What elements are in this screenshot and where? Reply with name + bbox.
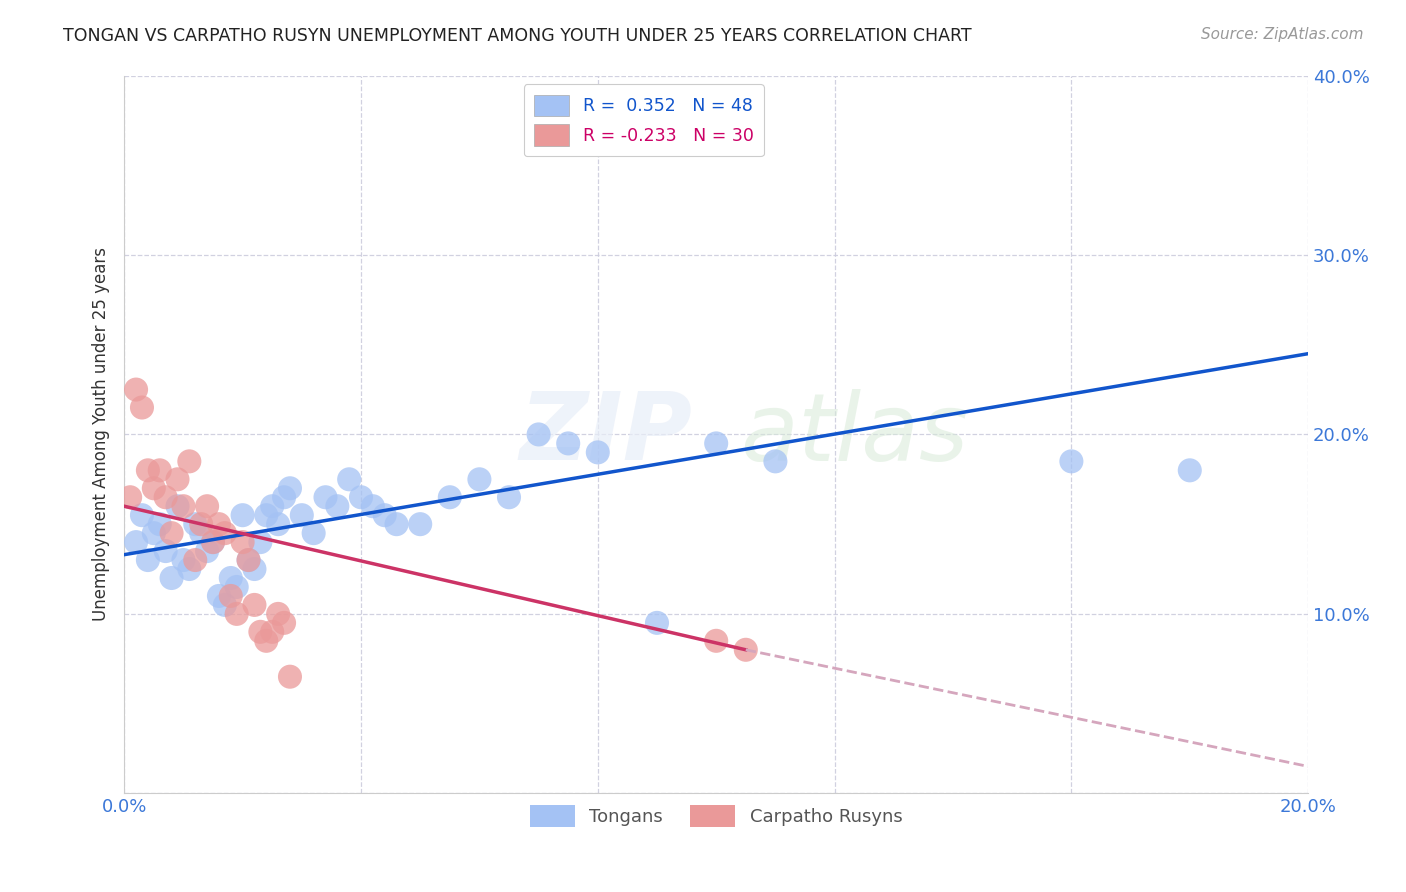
Point [498, 490, 520, 504]
Point [267, 607, 290, 621]
Point [136, 553, 159, 567]
Point [439, 490, 461, 504]
Point [278, 481, 301, 495]
Point [184, 517, 207, 532]
Point [238, 553, 260, 567]
Point [326, 500, 349, 514]
Point [125, 535, 148, 549]
Point [468, 472, 491, 486]
Point [291, 508, 314, 523]
Point [337, 472, 360, 486]
Point [763, 454, 786, 468]
Point [232, 508, 254, 523]
Point [195, 500, 218, 514]
Point [645, 615, 668, 630]
Point [557, 436, 579, 450]
Point [142, 526, 165, 541]
Point [214, 598, 236, 612]
Point [315, 490, 337, 504]
Point [208, 517, 231, 532]
Text: ZIP: ZIP [520, 388, 693, 481]
Y-axis label: Unemployment Among Youth under 25 years: Unemployment Among Youth under 25 years [93, 247, 110, 622]
Point [1178, 463, 1201, 477]
Point [166, 500, 188, 514]
Point [160, 526, 183, 541]
Point [262, 500, 284, 514]
Point [155, 544, 177, 558]
Point [350, 490, 373, 504]
Point [172, 553, 194, 567]
Point [166, 472, 188, 486]
Text: Source: ZipAtlas.com: Source: ZipAtlas.com [1201, 27, 1364, 42]
Point [219, 589, 242, 603]
Point [179, 562, 201, 576]
Point [225, 607, 247, 621]
Point [273, 490, 295, 504]
Point [149, 463, 172, 477]
Point [184, 553, 207, 567]
Point [254, 508, 277, 523]
Point [527, 427, 550, 442]
Point [238, 553, 260, 567]
Point [155, 490, 177, 504]
Point [190, 526, 212, 541]
Point [586, 445, 609, 459]
Point [179, 454, 201, 468]
Point [409, 517, 432, 532]
Point [262, 624, 284, 639]
Point [214, 526, 236, 541]
Point [202, 535, 225, 549]
Point [374, 508, 396, 523]
Point [249, 624, 271, 639]
Point [190, 517, 212, 532]
Point [232, 535, 254, 549]
Point [208, 589, 231, 603]
Point [120, 490, 142, 504]
Point [249, 535, 271, 549]
Point [160, 571, 183, 585]
Point [734, 642, 756, 657]
Point [385, 517, 408, 532]
Point [302, 526, 325, 541]
Point [704, 436, 727, 450]
Legend: Tongans, Carpatho Rusyns: Tongans, Carpatho Rusyns [523, 798, 910, 835]
Point [278, 670, 301, 684]
Point [172, 500, 194, 514]
Point [131, 401, 153, 415]
Point [225, 580, 247, 594]
Point [149, 517, 172, 532]
Point [267, 517, 290, 532]
Point [125, 383, 148, 397]
Point [243, 562, 266, 576]
Point [704, 633, 727, 648]
Point [202, 535, 225, 549]
Text: TONGAN VS CARPATHO RUSYN UNEMPLOYMENT AMONG YOUTH UNDER 25 YEARS CORRELATION CHA: TONGAN VS CARPATHO RUSYN UNEMPLOYMENT AM… [63, 27, 972, 45]
Point [136, 463, 159, 477]
Point [1060, 454, 1083, 468]
Point [131, 508, 153, 523]
Point [219, 571, 242, 585]
Point [142, 481, 165, 495]
Point [243, 598, 266, 612]
Text: atlas: atlas [740, 389, 969, 480]
Point [273, 615, 295, 630]
Point [361, 500, 384, 514]
Point [254, 633, 277, 648]
Point [195, 544, 218, 558]
